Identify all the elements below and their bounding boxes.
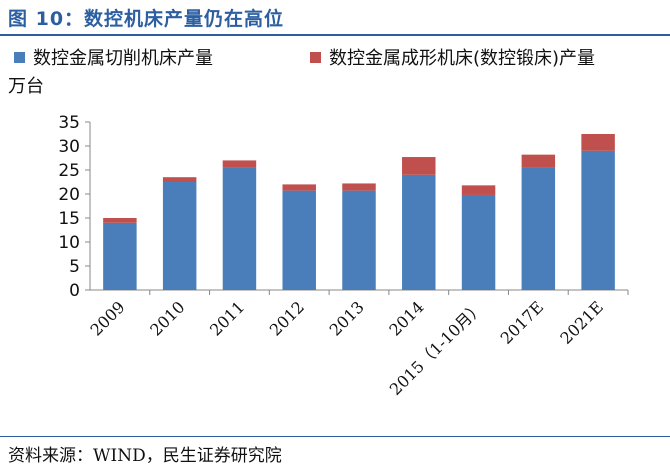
- bar-cutting-2009: [103, 222, 137, 290]
- bar-cutting-2017E: [521, 167, 556, 290]
- bar-forming-2015（1-10月）: [461, 185, 496, 195]
- bar-cutting-2021E: [581, 150, 615, 290]
- legend-swatch-cutting: [14, 51, 25, 63]
- y-axis-unit: 万台: [8, 76, 44, 97]
- legend-swatch-forming: [310, 51, 321, 63]
- y-tick-label: 10: [58, 233, 80, 253]
- y-tick-label: 20: [58, 185, 80, 205]
- bar-forming-2014: [402, 157, 436, 175]
- legend: 数控金属切削机床产量 数控金属成形机床(数控锻床)产量: [14, 42, 664, 72]
- bar-forming-2009: [103, 218, 137, 223]
- bar-forming-2017E: [521, 154, 556, 168]
- x-tick-label: 2012: [266, 297, 308, 339]
- bar-cutting-2011: [222, 167, 257, 290]
- x-tick-label: 2013: [326, 297, 368, 339]
- x-tick-label: 2021E: [556, 297, 606, 347]
- legend-item-cutting: 数控金属切削机床产量: [14, 42, 213, 72]
- title-bar: 图 10：数控机床产量仍在高位: [0, 0, 670, 36]
- x-tick-label: 2010: [146, 297, 188, 339]
- source-note: 资料来源：WIND，民生证券研究院: [8, 446, 282, 466]
- chart-area: 0 5 10 15 20 25 30 35 2009 2010 2011 2012 2013 2014 20…: [58, 113, 629, 399]
- bar-cutting-2013: [342, 190, 376, 290]
- legend-label-forming: 数控金属成形机床(数控锻床)产量: [329, 48, 596, 69]
- y-tick-label: 25: [58, 161, 80, 181]
- x-tick-label: 2014: [385, 297, 427, 339]
- source-divider: [0, 436, 670, 437]
- legend-label-cutting: 数控金属切削机床产量: [33, 48, 213, 69]
- y-tick-label: 15: [58, 209, 80, 229]
- x-tick-label: 2009: [86, 297, 128, 339]
- bar-cutting-2015（1-10月）: [461, 194, 496, 290]
- bar-cutting-2012: [282, 190, 316, 290]
- bar-forming-2011: [222, 160, 257, 168]
- legend-item-forming: 数控金属成形机床(数控锻床)产量: [310, 42, 595, 72]
- y-tick-label: 30: [58, 137, 80, 157]
- y-tick-label: 35: [58, 113, 80, 133]
- bar-cutting-2010: [162, 182, 197, 290]
- bar-cutting-2014: [402, 174, 436, 290]
- bar-forming-2012: [282, 184, 316, 191]
- x-tick-label: 2011: [206, 297, 248, 339]
- bar-forming-2021E: [581, 134, 615, 151]
- x-tick-label: 2017E: [497, 297, 547, 347]
- title-divider: [0, 34, 670, 36]
- chart-title: 图 10：数控机床产量仍在高位: [8, 8, 285, 30]
- y-tick-label: 0: [69, 281, 80, 301]
- bar-forming-2010: [162, 177, 197, 182]
- y-tick-label: 5: [69, 257, 80, 277]
- bar-forming-2013: [342, 183, 376, 191]
